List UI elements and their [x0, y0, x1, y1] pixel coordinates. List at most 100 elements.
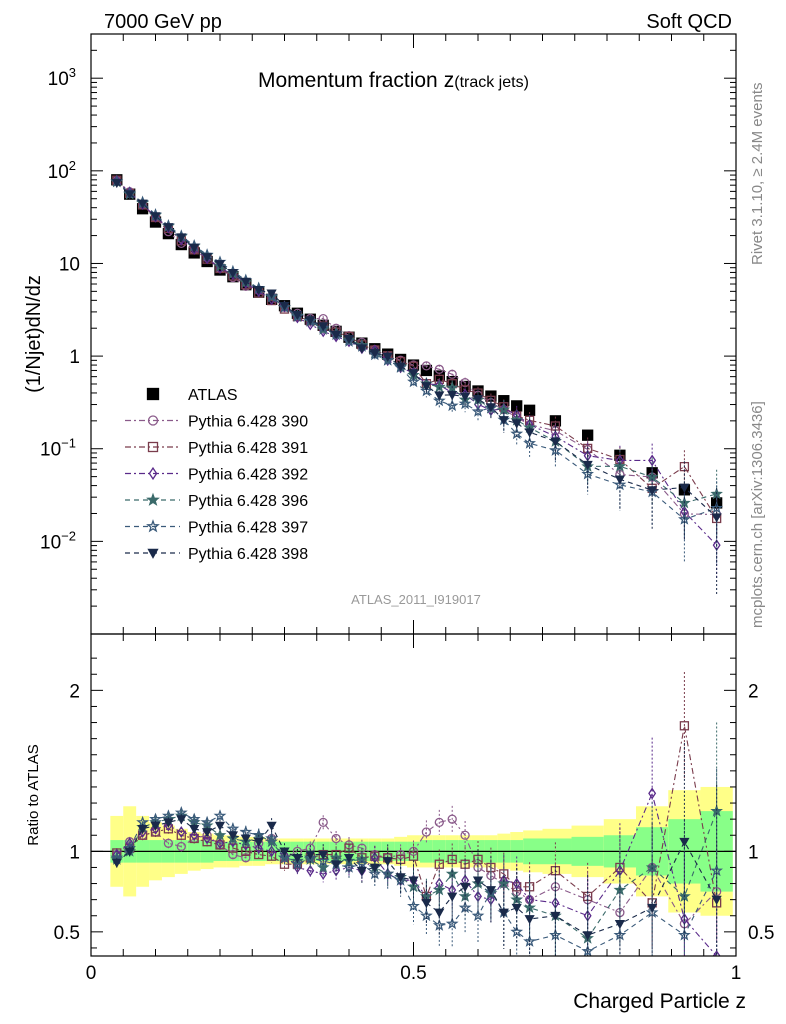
series-point-6 [485, 403, 497, 413]
ratio-line-4 [116, 810, 718, 940]
series-point-6 [524, 428, 535, 438]
atlas-point [582, 429, 594, 441]
x-tick-label: 1 [731, 963, 742, 984]
rivet-label: Rivet 3.1.10, ≥ 2.4M events [749, 83, 766, 266]
main-plot-frame [90, 33, 737, 635]
ratio-point-1 [228, 849, 238, 860]
series-point-1 [421, 361, 432, 371]
ratio-point-6 [647, 903, 658, 914]
legend-marker-3 [148, 466, 158, 481]
series-point-5 [523, 436, 537, 449]
ratio-point-5 [278, 851, 291, 864]
ratio-point-6 [582, 931, 593, 941]
series-point-6 [150, 212, 161, 222]
ratio-point-6 [343, 853, 355, 864]
ratio-point-6 [382, 857, 393, 867]
series-point-1 [460, 377, 470, 388]
ratio-point-5 [471, 909, 485, 922]
legend-label-3: Pythia 6.428 392 [188, 467, 308, 484]
ratio-point-5 [368, 867, 382, 880]
series-point-6 [137, 199, 148, 209]
legend-marker-4 [146, 492, 160, 506]
ratio-point-6 [408, 876, 419, 886]
ratio-point-5 [445, 917, 459, 930]
series-point-6 [163, 223, 174, 233]
series-point-6 [459, 392, 471, 402]
ratio-point-5 [252, 828, 266, 841]
ratio-point-1 [460, 830, 470, 840]
series-point-6 [511, 419, 522, 429]
ratio-tick-label-right: 0.5 [748, 923, 774, 944]
ratio-point-3 [190, 829, 199, 842]
ratio-point-6 [305, 850, 316, 860]
ratio-point-6 [292, 853, 303, 864]
series-point-6 [176, 233, 187, 243]
ratio-point-6 [711, 895, 722, 905]
ratio-tick-label-left: 1 [69, 842, 80, 863]
legend-marker-6 [147, 548, 159, 559]
ratio-axis-label: Ratio to ATLAS [25, 744, 42, 845]
legend-label-6: Pythia 6.428 398 [188, 546, 308, 563]
ratio-point-6 [189, 824, 200, 835]
ratio-point-5 [581, 944, 594, 956]
legend-label-4: Pythia 6.428 396 [188, 493, 308, 510]
series-point-6 [253, 285, 264, 296]
series-point-6 [279, 301, 290, 312]
ratio-point-3 [164, 819, 173, 832]
ratio-point-5 [265, 831, 279, 844]
series-point-6 [395, 362, 406, 372]
series-point-6 [189, 243, 200, 253]
series-point-5 [381, 353, 395, 366]
ratio-point-2 [266, 851, 277, 861]
ratio-point-6 [279, 847, 290, 857]
ratio-point-6 [111, 858, 122, 868]
ratio-point-6 [330, 860, 342, 870]
chart-title-sub: (track jets) [454, 74, 529, 91]
ratio-point-5 [381, 867, 395, 880]
main-plot-marks [110, 174, 723, 596]
series-point-6 [498, 416, 509, 426]
ratio-point-6 [201, 828, 213, 838]
legend-label-2: Pythia 6.428 391 [188, 440, 308, 457]
ratio-point-1 [395, 849, 406, 860]
series-point-6 [382, 352, 393, 362]
legend-label-5: Pythia 6.428 397 [188, 520, 308, 537]
series-point-6 [227, 268, 239, 279]
ratio-point-5 [523, 934, 537, 947]
ratio-point-6 [266, 821, 277, 831]
y-tick-label: 10−1 [40, 436, 76, 461]
ratio-point-5 [316, 854, 330, 867]
ratio-point-1 [331, 833, 341, 844]
ratio-point-6 [395, 873, 406, 883]
series-point-5 [432, 394, 446, 407]
ratio-point-1 [318, 817, 328, 828]
ratio-tick-label-right: 2 [748, 681, 759, 702]
ratio-point-6 [434, 908, 445, 918]
ratio-point-6 [124, 847, 135, 857]
ratio-point-2 [679, 721, 690, 731]
chart-title: Momentum fraction z(track jets) [258, 69, 529, 92]
series-point-3 [648, 454, 657, 467]
ratio-point-3 [332, 864, 341, 877]
x-tick-label: 0.5 [400, 963, 426, 984]
ratio-point-6 [498, 908, 509, 918]
mcplots-label: mcplots.cern.ch [arXiv:1306.3436] [749, 401, 766, 628]
series-point-6 [305, 316, 316, 326]
ratio-point-5 [407, 899, 420, 912]
ratio-point-1 [447, 814, 457, 824]
series-point-5 [710, 501, 723, 514]
ratio-point-1 [408, 846, 419, 856]
series-point-5 [613, 478, 627, 491]
ratio-point-5 [200, 815, 214, 828]
ratio-point-6 [240, 834, 251, 844]
y-tick-label: 10 [59, 254, 80, 275]
ratio-point-6 [214, 821, 226, 831]
ratio-point-1 [163, 838, 174, 848]
series-point-5 [471, 404, 485, 417]
ratio-point-5 [645, 905, 659, 918]
ratio-point-6 [614, 919, 626, 930]
series-point-6 [550, 437, 561, 447]
series-point-6 [356, 344, 368, 354]
